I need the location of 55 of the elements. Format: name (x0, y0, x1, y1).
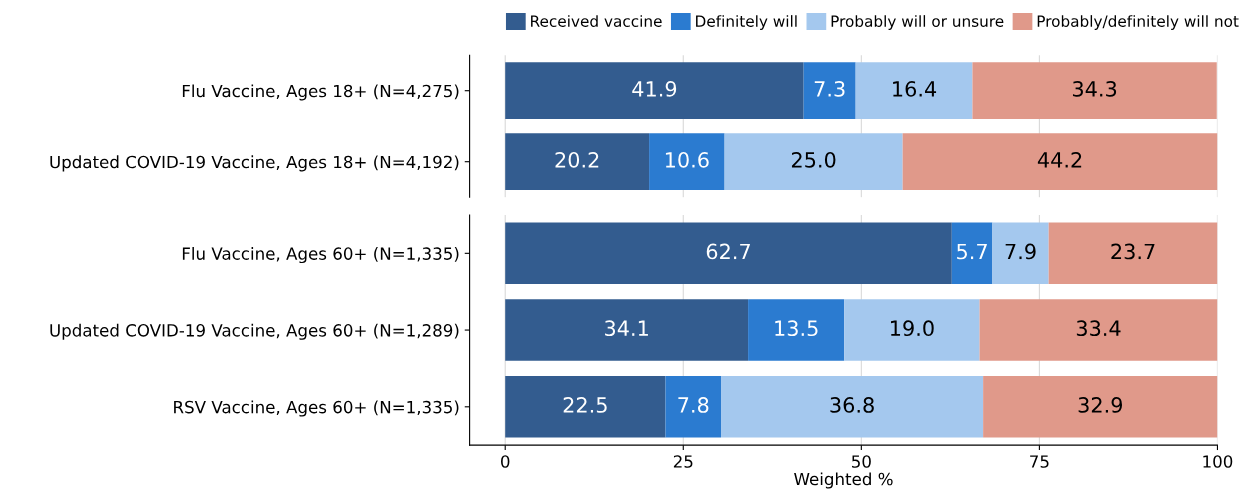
data-label: 13.5 (775, 320, 818, 337)
data-label: 44.2 (1037, 151, 1082, 168)
legend-label: Received vaccine (531, 15, 662, 27)
legend-label: Probably will or unsure (831, 15, 1004, 30)
bar (721, 376, 984, 438)
legend-label: Probably/definitely will not (1037, 15, 1239, 30)
bar (505, 222, 952, 285)
x-tick-label: 50 (852, 455, 871, 468)
bar (844, 299, 980, 361)
y-tick-label: RSV Vaccine, Ages 60+ (N=1,335) (174, 400, 459, 417)
legend-label: Definitely will (696, 15, 797, 30)
y-tick-label: Flu Vaccine, Ages 60+ (N=1,335) (182, 246, 459, 264)
bar (505, 62, 804, 120)
data-label: 7.8 (678, 397, 709, 413)
data-label: 16.4 (893, 81, 937, 97)
bar (979, 299, 1218, 361)
data-label: 7.9 (1005, 243, 1036, 260)
data-label: 33.4 (1076, 320, 1121, 337)
y-tick-label: Updated COVID-19 Vaccine, Ages 60+ (N=1,289) (50, 323, 459, 340)
data-label: 23.7 (1111, 243, 1155, 260)
bar (665, 376, 722, 438)
bar (972, 62, 1217, 120)
data-label: 22.5 (563, 397, 607, 413)
x-tick-label: 25 (673, 455, 693, 468)
y-tick-label: Updated COVID-19 Vaccine, Ages 18+ (N=4,192) (50, 155, 459, 172)
y-tick-label: Flu Vaccine, Ages 18+ (N=4,275) (182, 84, 459, 101)
data-label: 10.6 (665, 151, 709, 168)
bar (505, 133, 650, 191)
data-label: 62.7 (706, 243, 750, 260)
bar (505, 376, 666, 438)
bar (649, 133, 725, 191)
bar (983, 376, 1218, 438)
bar (1048, 222, 1218, 285)
data-label: 34.3 (1072, 81, 1117, 97)
x-tick-label: 75 (1030, 455, 1049, 468)
bar (803, 62, 856, 120)
data-label: 36.8 (830, 397, 874, 413)
x-tick-label: 0 (501, 455, 510, 468)
data-label: 32.9 (1078, 397, 1123, 413)
x-axis-title: Weighted % (794, 472, 893, 489)
data-label: 41.9 (632, 81, 677, 97)
data-label: 34.1 (605, 320, 648, 337)
data-label: 20.2 (555, 151, 599, 168)
data-label: 7.3 (814, 81, 845, 97)
data-label: 25.0 (791, 151, 836, 168)
bar (748, 299, 845, 361)
bar (855, 62, 973, 120)
x-tick-label: 100 (1203, 455, 1233, 468)
bar (951, 222, 993, 285)
bar (992, 222, 1049, 285)
bar (505, 299, 749, 361)
data-label: 19.0 (891, 320, 934, 337)
bar (724, 133, 903, 191)
data-label: 5.7 (957, 243, 987, 260)
bar (902, 133, 1218, 191)
